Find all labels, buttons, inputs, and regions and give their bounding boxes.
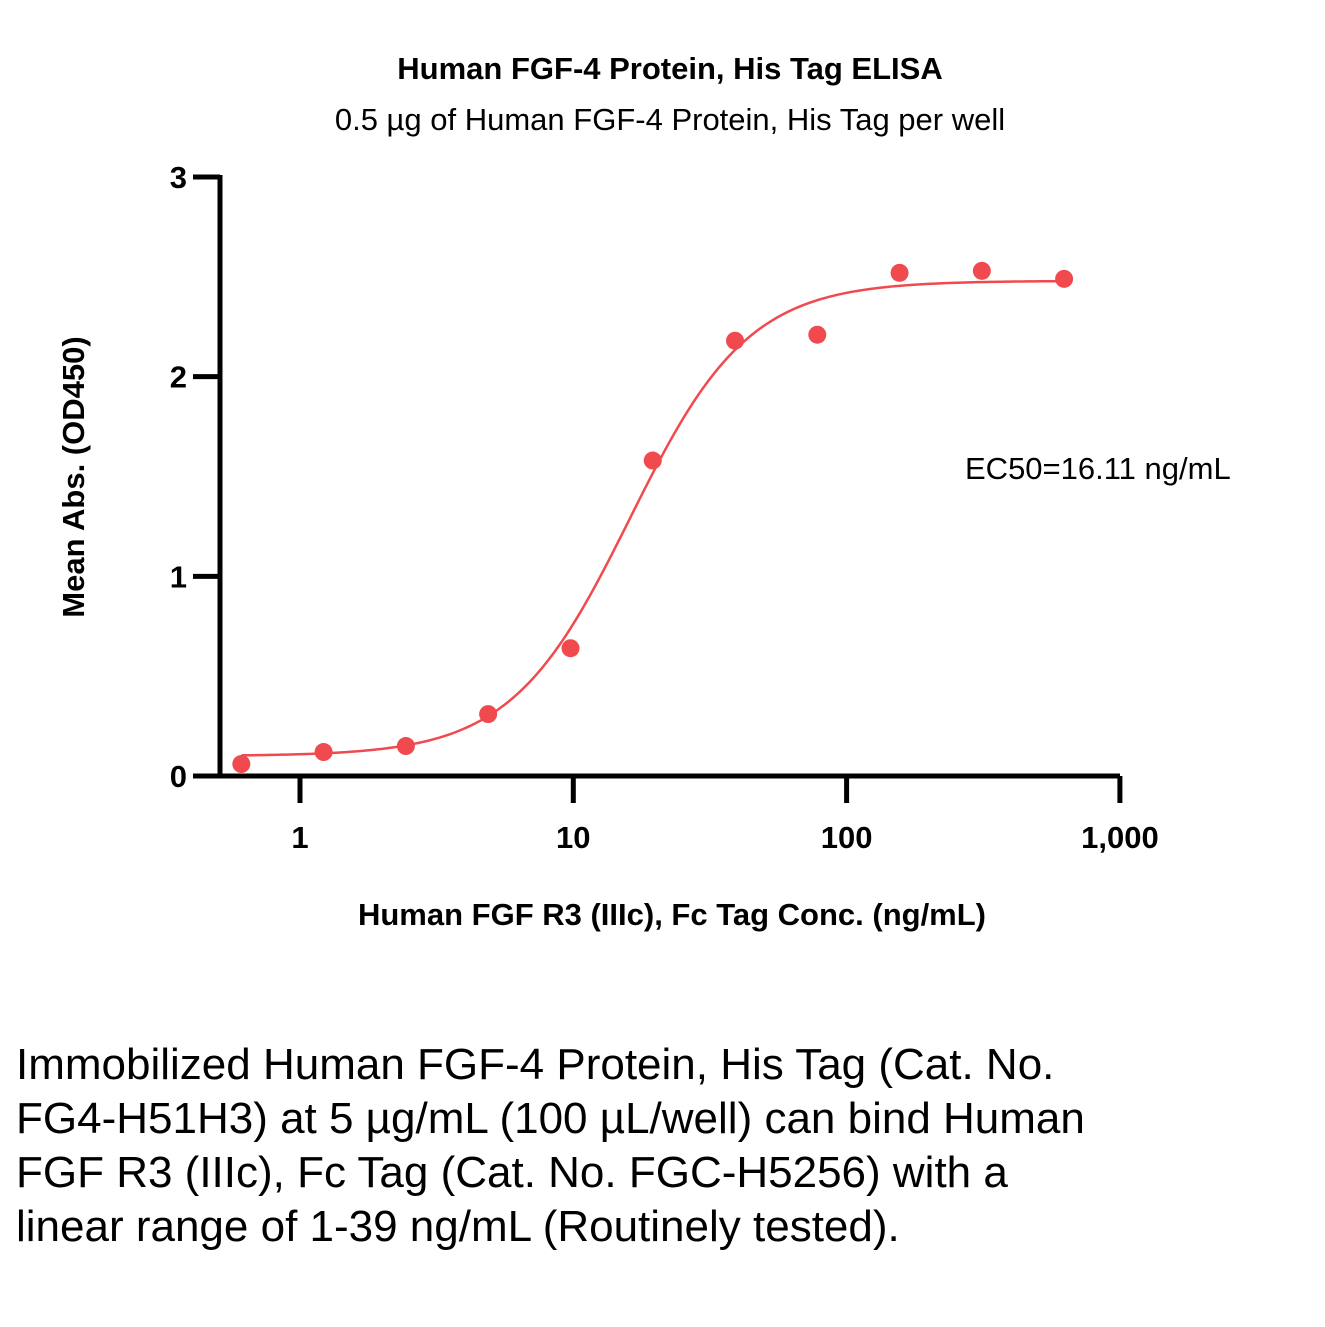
data-point bbox=[643, 451, 662, 470]
axes bbox=[193, 175, 1120, 779]
y-axis-label: Mean Abs. (OD450) bbox=[56, 336, 91, 617]
data-point bbox=[561, 639, 580, 658]
data-point bbox=[1055, 269, 1074, 288]
data-points bbox=[232, 261, 1074, 774]
fit-curve bbox=[241, 279, 1065, 757]
chart-subtitle: 0.5 µg of Human FGF-4 Protein, His Tag p… bbox=[335, 102, 1005, 137]
data-point bbox=[972, 261, 991, 280]
x-tick-label: 100 bbox=[821, 820, 873, 855]
x-tick-label: 10 bbox=[556, 820, 590, 855]
figure-caption: Immobilized Human FGF-4 Protein, His Tag… bbox=[16, 1040, 1085, 1251]
y-tick-label: 2 bbox=[170, 360, 187, 395]
tick-labels: 0 1 2 3 1 10 100 1,000 bbox=[170, 160, 1159, 855]
tick-marks bbox=[193, 174, 1123, 803]
elisa-chart: Human FGF-4 Protein, His Tag ELISA 0.5 µ… bbox=[56, 51, 1231, 932]
data-point bbox=[232, 755, 251, 774]
chart-title: Human FGF-4 Protein, His Tag ELISA bbox=[397, 51, 942, 86]
y-tick-label: 3 bbox=[170, 160, 187, 195]
x-axis-label: Human FGF R3 (IIIc), Fc Tag Conc. (ng/mL… bbox=[358, 897, 986, 932]
x-tick-label: 1 bbox=[291, 820, 308, 855]
data-point bbox=[726, 331, 745, 350]
y-tick-label: 0 bbox=[170, 759, 187, 794]
x-tick-label: 1,000 bbox=[1081, 820, 1159, 855]
data-point bbox=[314, 743, 333, 762]
ec50-annotation: EC50=16.11 ng/mL bbox=[965, 451, 1231, 486]
y-tick-label: 1 bbox=[170, 559, 187, 594]
data-point bbox=[396, 737, 415, 756]
data-point bbox=[890, 263, 909, 282]
data-point bbox=[479, 705, 498, 724]
data-point bbox=[808, 325, 827, 344]
